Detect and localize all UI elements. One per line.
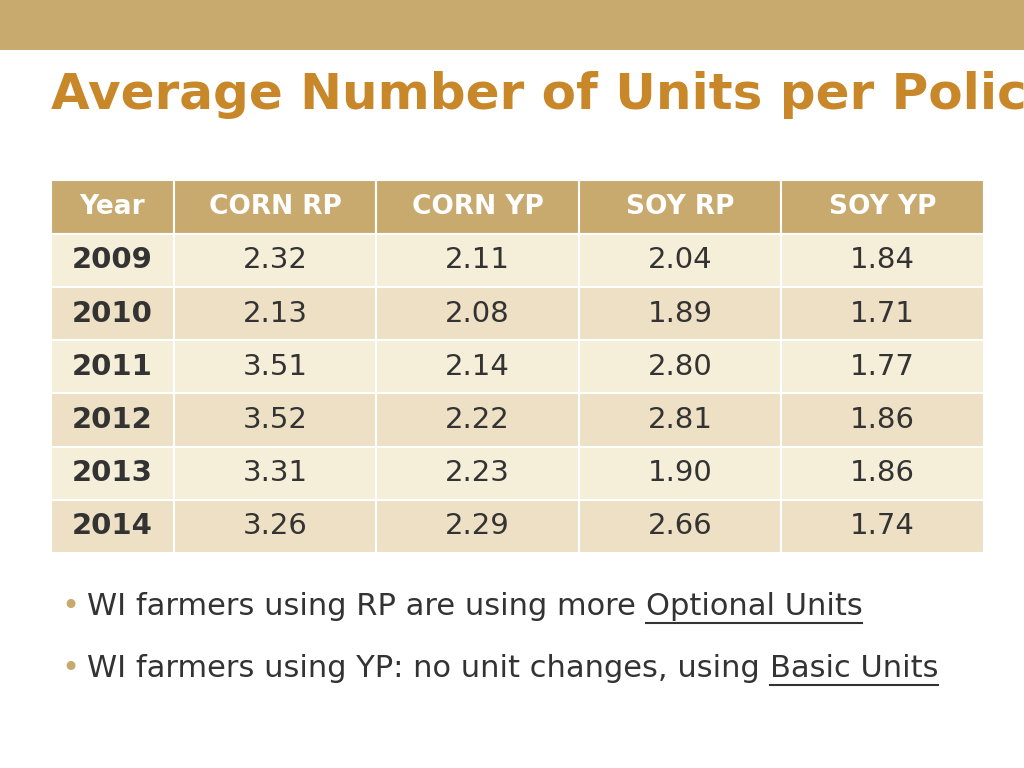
Text: 1.77: 1.77: [850, 353, 915, 381]
Text: 2.81: 2.81: [647, 406, 713, 434]
Text: 2011: 2011: [72, 353, 153, 381]
Text: 2009: 2009: [72, 247, 153, 274]
Text: •: •: [61, 592, 80, 621]
Text: 1.84: 1.84: [850, 247, 915, 274]
Text: 2.04: 2.04: [648, 247, 713, 274]
Text: 2.23: 2.23: [445, 459, 510, 487]
Text: 2.80: 2.80: [647, 353, 713, 381]
Text: Optional Units: Optional Units: [646, 592, 862, 621]
Text: CORN YP: CORN YP: [412, 194, 544, 220]
Text: 3.31: 3.31: [243, 459, 307, 487]
Text: Year: Year: [80, 194, 145, 220]
Text: Average Number of Units per Policy in WI: Average Number of Units per Policy in WI: [51, 71, 1024, 119]
Text: 1.86: 1.86: [850, 406, 915, 434]
Text: 2.29: 2.29: [445, 512, 510, 541]
Text: 3.51: 3.51: [243, 353, 307, 381]
Text: 1.71: 1.71: [850, 300, 915, 327]
Text: CORN RP: CORN RP: [209, 194, 341, 220]
Text: 1.86: 1.86: [850, 459, 915, 487]
Text: 2.11: 2.11: [445, 247, 510, 274]
Text: WI farmers using YP: no unit changes, using: WI farmers using YP: no unit changes, us…: [87, 654, 770, 683]
Text: •: •: [61, 654, 80, 683]
Text: 2010: 2010: [72, 300, 153, 327]
Text: 2014: 2014: [72, 512, 153, 541]
Text: 2.66: 2.66: [647, 512, 713, 541]
Text: 2013: 2013: [72, 459, 153, 487]
Text: 2012: 2012: [72, 406, 153, 434]
Text: 2.14: 2.14: [445, 353, 510, 381]
Text: Basic Units: Basic Units: [770, 654, 938, 683]
Text: 2.22: 2.22: [445, 406, 510, 434]
Text: WI farmers using RP are using more: WI farmers using RP are using more: [87, 592, 646, 621]
Text: 2.32: 2.32: [243, 247, 307, 274]
Text: 1.90: 1.90: [647, 459, 713, 487]
Text: 2.13: 2.13: [243, 300, 307, 327]
Text: 2.08: 2.08: [445, 300, 510, 327]
Text: 1.74: 1.74: [850, 512, 915, 541]
Text: SOY YP: SOY YP: [828, 194, 936, 220]
Text: SOY RP: SOY RP: [626, 194, 734, 220]
Text: 3.52: 3.52: [243, 406, 307, 434]
Text: 3.26: 3.26: [243, 512, 307, 541]
Text: 1.89: 1.89: [647, 300, 713, 327]
